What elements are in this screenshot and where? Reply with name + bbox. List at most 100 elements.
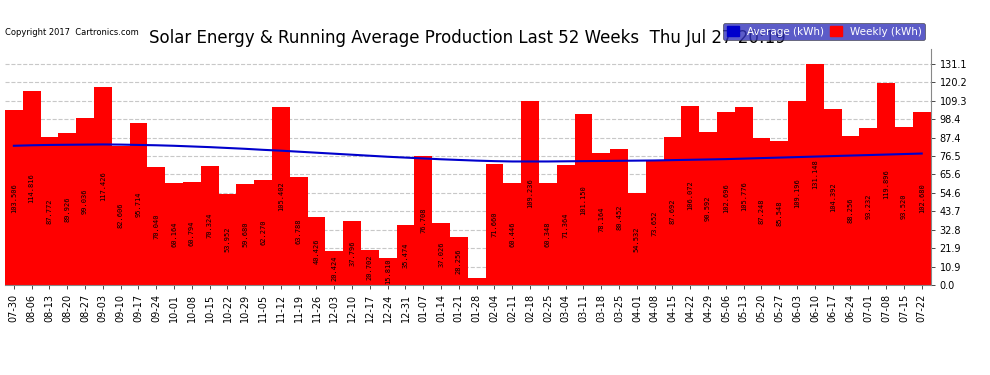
Text: 104.392: 104.392 (830, 182, 836, 212)
Text: 85.548: 85.548 (776, 200, 782, 226)
Bar (663, 137, 681, 285)
Text: 89.926: 89.926 (64, 196, 70, 222)
Bar (859, 128, 877, 285)
Bar (326, 251, 344, 285)
Bar (76, 118, 94, 285)
Text: 114.816: 114.816 (29, 173, 35, 203)
Bar (770, 141, 788, 285)
Bar (699, 132, 717, 285)
Text: 59.680: 59.680 (243, 222, 248, 248)
Text: 78.164: 78.164 (598, 206, 604, 232)
Text: Copyright 2017  Cartronics.com: Copyright 2017 Cartronics.com (5, 28, 139, 37)
Text: 101.150: 101.150 (580, 185, 586, 214)
Text: 76.708: 76.708 (421, 207, 427, 233)
Text: 60.794: 60.794 (189, 221, 195, 246)
Text: 62.270: 62.270 (260, 220, 266, 245)
Bar (735, 106, 752, 285)
Text: 106.072: 106.072 (687, 181, 693, 210)
Bar (290, 177, 308, 285)
Text: 71.364: 71.364 (562, 212, 568, 237)
Bar (717, 112, 735, 285)
Text: 28.256: 28.256 (455, 248, 462, 274)
Bar (254, 180, 272, 285)
Bar (913, 112, 931, 285)
Text: 63.788: 63.788 (296, 218, 302, 244)
Text: 70.040: 70.040 (153, 213, 159, 238)
Bar (237, 184, 254, 285)
Bar (272, 107, 290, 285)
Text: 73.652: 73.652 (651, 210, 657, 236)
Text: 99.036: 99.036 (82, 189, 88, 214)
Bar (539, 183, 556, 285)
Bar (41, 137, 58, 285)
Bar (344, 221, 361, 285)
Bar (806, 64, 824, 285)
Bar (219, 194, 237, 285)
Bar (824, 109, 842, 285)
Bar (397, 225, 415, 285)
Text: 105.402: 105.402 (278, 181, 284, 211)
Bar (877, 82, 895, 285)
Text: 93.232: 93.232 (865, 194, 871, 219)
Bar (485, 164, 503, 285)
Text: 109.236: 109.236 (527, 178, 533, 208)
Text: 87.248: 87.248 (758, 199, 764, 224)
Text: 37.796: 37.796 (349, 240, 355, 266)
Bar (130, 123, 148, 285)
Bar (503, 183, 521, 285)
Bar (5, 110, 23, 285)
Bar (308, 217, 326, 285)
Bar (165, 183, 183, 285)
Bar (628, 193, 645, 285)
Text: 80.452: 80.452 (616, 204, 622, 230)
Text: 37.026: 37.026 (438, 241, 445, 267)
Text: 53.952: 53.952 (225, 227, 231, 252)
Bar (592, 153, 610, 285)
Text: 35.474: 35.474 (403, 242, 409, 268)
Text: 54.532: 54.532 (634, 226, 640, 252)
Bar (467, 278, 485, 285)
Bar (148, 167, 165, 285)
Text: 88.256: 88.256 (847, 198, 853, 223)
Text: 93.520: 93.520 (901, 194, 907, 219)
Bar (201, 166, 219, 285)
Bar (361, 250, 379, 285)
Text: 131.148: 131.148 (812, 159, 818, 189)
Bar (433, 222, 450, 285)
Text: 60.164: 60.164 (171, 222, 177, 247)
Bar (895, 127, 913, 285)
Text: 117.426: 117.426 (100, 171, 106, 201)
Text: 20.424: 20.424 (332, 255, 338, 280)
Bar (842, 136, 859, 285)
Text: 90.592: 90.592 (705, 196, 711, 221)
Bar (183, 182, 201, 285)
Text: 82.606: 82.606 (118, 202, 124, 228)
Text: 20.702: 20.702 (367, 255, 373, 280)
Bar (58, 133, 76, 285)
Text: 60.446: 60.446 (509, 221, 515, 247)
Bar (752, 138, 770, 285)
Bar (112, 146, 130, 285)
Bar (379, 258, 397, 285)
Bar (23, 91, 41, 285)
Title: Solar Energy & Running Average Production Last 52 Weeks  Thu Jul 27 20:19: Solar Energy & Running Average Productio… (149, 29, 786, 47)
Bar (645, 161, 663, 285)
Bar (788, 101, 806, 285)
Text: 71.660: 71.660 (491, 212, 498, 237)
Bar (521, 100, 539, 285)
Text: 119.896: 119.896 (883, 169, 889, 199)
Text: 87.692: 87.692 (669, 198, 675, 224)
Bar (574, 114, 592, 285)
Text: 103.506: 103.506 (11, 183, 17, 213)
Bar (415, 156, 433, 285)
Text: 109.196: 109.196 (794, 178, 800, 208)
Legend: Average (kWh), Weekly (kWh): Average (kWh), Weekly (kWh) (724, 23, 926, 40)
Text: 15.810: 15.810 (385, 259, 391, 284)
Text: 60.348: 60.348 (544, 221, 550, 247)
Text: 102.696: 102.696 (723, 183, 729, 213)
Bar (610, 149, 628, 285)
Text: 70.324: 70.324 (207, 213, 213, 238)
Bar (681, 106, 699, 285)
Bar (450, 237, 467, 285)
Text: 105.776: 105.776 (741, 181, 746, 211)
